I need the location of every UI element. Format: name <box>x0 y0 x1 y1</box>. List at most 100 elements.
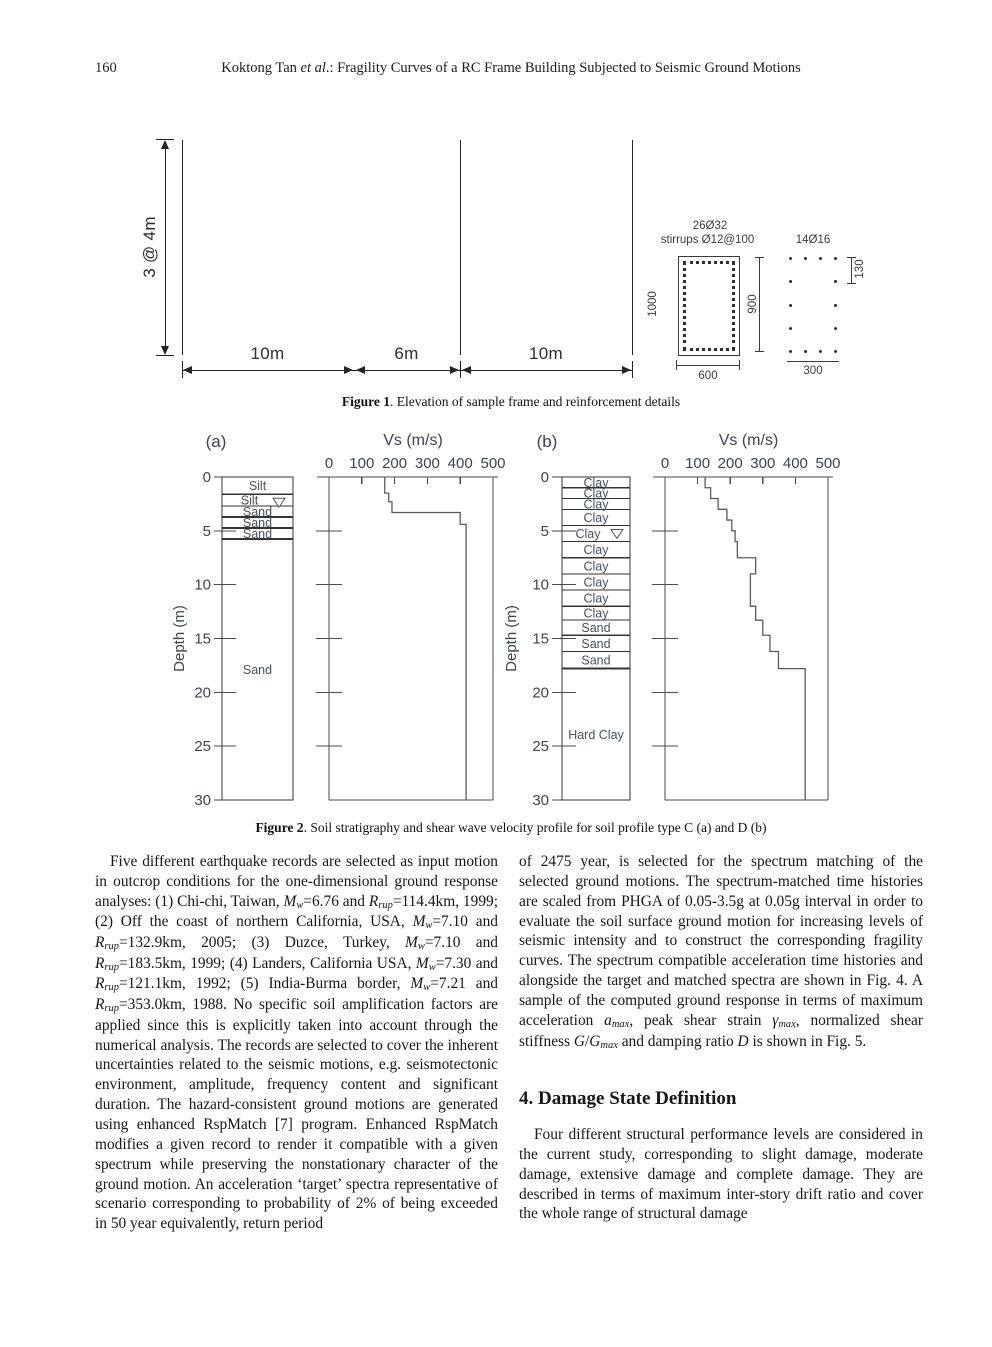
dimension-line <box>676 365 740 366</box>
text-run: a <box>604 1011 612 1029</box>
text-run: =7.21 and <box>430 975 498 993</box>
rebar-dot-row <box>789 303 837 307</box>
height-dimension-line <box>165 142 166 353</box>
depth-tick-label: 0 <box>541 469 549 486</box>
rebar-dot <box>789 303 792 307</box>
x-axis-tick-label: 100 <box>685 455 710 472</box>
column-rebar-dots <box>683 261 735 351</box>
rebar-dot <box>834 326 837 330</box>
beam-width-dim-label: 300 <box>803 365 823 377</box>
water-table-icon <box>272 497 286 509</box>
column-section-outline <box>678 256 740 356</box>
depth-tick-label: 25 <box>532 738 549 755</box>
soil-layer-label: Sand <box>243 505 272 519</box>
text-run: =353.0km, 1988. No specific soil amplifi… <box>95 996 498 1233</box>
paragraph: Four different structural performance le… <box>519 1125 923 1223</box>
rebar-dot <box>834 303 837 307</box>
text-run: =7.10 and <box>432 913 498 931</box>
column-width-dim-label: 600 <box>698 370 718 382</box>
soil-layer-label: Clay <box>583 487 609 501</box>
rebar-dot <box>819 257 822 260</box>
text-run: R <box>95 996 105 1013</box>
text-run: =121.1km, 1992; (5) India-Burma border, <box>118 975 411 993</box>
text-run: . Elevation of sample frame and reinforc… <box>389 394 681 409</box>
dimension-arrow-icon <box>450 366 459 374</box>
text-run: rup <box>104 1003 119 1015</box>
depth-tick-label: 15 <box>194 631 211 648</box>
text-run: M <box>283 892 297 910</box>
soil-layer-label: Clay <box>575 527 601 541</box>
dimension-arrow-icon <box>183 366 192 374</box>
span-dimension-label: 10m <box>529 344 563 363</box>
text-run: γ <box>772 1011 779 1029</box>
dimension-tick <box>739 360 740 370</box>
dimension-arrow-up-icon <box>161 140 169 149</box>
figure1-elevation-drawing: 3 @ 4m 10m 6m 10m 26Ø32 stirrups Ø12@100… <box>0 130 992 420</box>
x-axis-tick-label: 500 <box>815 455 840 472</box>
column-rebar-label: 26Ø32 <box>692 220 728 232</box>
extension-tick <box>182 361 183 378</box>
rebar-dot <box>789 280 792 284</box>
rebar-dot-row <box>789 280 837 284</box>
text-run: .: Fragility Curves of a RC Frame Buildi… <box>325 60 801 76</box>
text-run: max <box>611 1019 630 1031</box>
rebar-dot <box>834 350 837 353</box>
figure2-soil-profile-charts: (a) Vs (m/s)0 100 200 300 400 500051015202530D… <box>171 432 841 809</box>
soil-layer-label: Clay <box>583 592 609 606</box>
text-run: rup <box>104 982 119 994</box>
depth-tick-label: 5 <box>203 523 211 540</box>
text-run: =114.4km, 1999; (2) Off the coast of nor… <box>95 892 498 931</box>
x-axis-title: Vs (m/s) <box>719 432 779 449</box>
text-run: M <box>412 913 426 931</box>
soil-layer-label: Sand <box>581 621 610 635</box>
dimension-tick <box>755 257 764 258</box>
span-dimension-label: 10m <box>250 344 285 363</box>
water-table-icon <box>610 528 624 540</box>
x-axis-tick-label: 400 <box>783 455 808 472</box>
text-run: w <box>296 899 304 911</box>
depth-tick-label: 30 <box>532 792 549 809</box>
text-run: Koktong Tan <box>221 60 301 76</box>
depth-tick-label: 5 <box>541 523 549 540</box>
dimension-tick <box>156 139 174 140</box>
text-run: R <box>368 892 379 910</box>
soil-layer-label: Sand <box>581 654 610 668</box>
beam-top-dim-label: 130 <box>854 259 866 279</box>
beam-rebar-dots <box>789 257 837 353</box>
rebar-dot-row <box>789 257 837 260</box>
y-axis-title: Depth (m) <box>503 605 520 672</box>
dimension-tick <box>847 283 856 284</box>
x-axis-tick-label: 400 <box>448 455 473 472</box>
span-dimension-label: 6m <box>394 344 419 363</box>
paragraph: of 2475 year, is selected for the spectr… <box>519 852 923 1052</box>
rebar-dot <box>834 257 837 260</box>
text-run: rup <box>104 941 119 953</box>
text-run: is shown in Fig. 5. <box>748 1032 867 1050</box>
vs-profile-line <box>704 477 806 800</box>
figure2-caption: Figure 2. Soil stratigraphy and shear wa… <box>95 820 927 836</box>
rebar-dot-row <box>789 326 837 330</box>
page-number: 160 <box>95 60 117 76</box>
panel-label: (b) <box>537 432 558 451</box>
x-axis-tick-label: 200 <box>718 455 743 472</box>
dimension-line <box>759 257 760 352</box>
beam-height-dim-label: 900 <box>747 294 759 314</box>
rebar-dot <box>804 350 807 353</box>
rebar-dot <box>789 350 792 353</box>
x-axis-tick-label: 500 <box>480 455 505 472</box>
frame-column-line <box>182 140 183 355</box>
dimension-arrow-icon <box>622 366 631 374</box>
x-axis-tick-label: 300 <box>415 455 440 472</box>
depth-tick-label: 20 <box>532 684 549 701</box>
text-run: M <box>410 975 424 993</box>
soil-layer-label: Clay <box>583 476 609 490</box>
text-run: Figure 2 <box>255 820 304 835</box>
soil-column-outline <box>561 476 631 801</box>
soil-layer-label: Sand <box>243 527 272 541</box>
text-run: G <box>589 1032 601 1050</box>
rebar-dot-row <box>789 350 837 353</box>
text-run: R <box>95 934 105 952</box>
body-column-left: Five different earthquake records are se… <box>95 852 498 1234</box>
text-run: R <box>95 975 105 993</box>
